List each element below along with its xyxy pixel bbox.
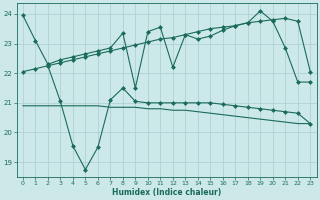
X-axis label: Humidex (Indice chaleur): Humidex (Indice chaleur) xyxy=(112,188,221,197)
